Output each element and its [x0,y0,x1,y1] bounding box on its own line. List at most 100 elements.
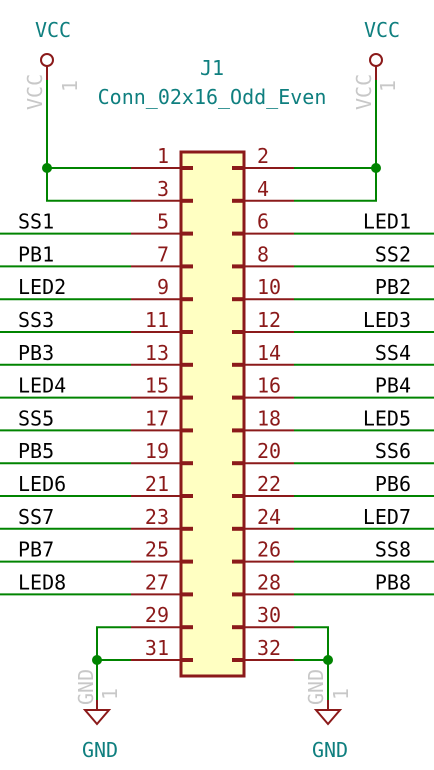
net-label-ss2[interactable]: SS2 [375,242,411,266]
connector-body-layer [179,150,246,678]
net-label-pb4[interactable]: PB4 [375,374,411,398]
net-label-led8[interactable]: LED8 [18,570,66,594]
pin-number-1: 1 [157,144,169,168]
pin-number-13: 13 [145,341,169,365]
wire-vcc-left[interactable] [46,80,131,202]
pin-stub-27 [181,592,193,597]
gnd-left-label: GND [82,738,118,762]
junction-vcc-right [371,163,381,173]
net-label-pb3[interactable]: PB3 [18,341,54,365]
net-label-pb7[interactable]: PB7 [18,538,54,562]
pin-number-9: 9 [157,275,169,299]
net-label-ss4[interactable]: SS4 [375,341,411,365]
junction-vcc-left [42,163,52,173]
vcc-right-circle [369,53,383,67]
net-label-ss1[interactable]: SS1 [18,210,54,234]
net-label-ss6[interactable]: SS6 [375,439,411,463]
vcc-right-symbol[interactable]: VCC VCC 1 [352,18,400,110]
gnd-left-pin: 1 [98,688,122,700]
net-label-led7[interactable]: LED7 [363,505,411,529]
pin-number-26: 26 [257,538,281,562]
net-label-pb2[interactable]: PB2 [375,275,411,299]
pin-number-12: 12 [257,308,281,332]
wires-layer [0,80,434,700]
pin-number-29: 29 [145,603,169,627]
net-label-ss5[interactable]: SS5 [18,406,54,430]
wire-gnd-right[interactable] [294,626,329,700]
net-label-led1[interactable]: LED1 [363,210,411,234]
pin-stub-7 [181,264,193,269]
pin-number-25: 25 [145,538,169,562]
pin-stub-32 [232,658,244,662]
vcc-left-circle [40,53,54,67]
wire-gnd-left[interactable] [96,626,131,700]
pin-number-27: 27 [145,570,169,594]
power-symbols-layer: VCC VCC 1 VCC VCC 1 GND GND 1 GND GND 1 [23,18,400,762]
pin-stub-26 [232,559,244,564]
pin-number-30: 30 [257,603,281,627]
pin-number-10: 10 [257,275,281,299]
connector-body[interactable] [179,150,246,678]
pin-stub-4 [232,198,244,203]
net-label-ss3[interactable]: SS3 [18,308,54,332]
pin-number-5: 5 [157,210,169,234]
gnd-right-triangle [313,709,343,726]
connector-value[interactable]: Conn_02x16_Odd_Even [98,85,327,109]
pin-number-11: 11 [145,308,169,332]
net-label-led6[interactable]: LED6 [18,472,66,496]
pin-stub-21 [181,494,193,498]
pin-stub-14 [232,362,244,367]
pin-number-6: 6 [257,210,269,234]
net-label-pb5[interactable]: PB5 [18,439,54,463]
pin-stub-5 [181,231,193,236]
gnd-right-ref: GND [304,669,328,705]
pin-number-22: 22 [257,472,281,496]
pin-stub-1 [181,166,193,170]
pin-stub-22 [232,494,244,498]
pin-stub-11 [181,330,193,334]
pin-number-3: 3 [157,177,169,201]
pin-number-16: 16 [257,374,281,398]
vcc-left-pin: 1 [58,80,82,92]
vcc-right-label: VCC [364,18,400,42]
pin-stub-16 [232,395,244,400]
net-label-led5[interactable]: LED5 [363,406,411,430]
net-label-pb1[interactable]: PB1 [18,242,54,266]
net-label-ss7[interactable]: SS7 [18,505,54,529]
pin-stub-12 [232,330,244,334]
pin-number-28: 28 [257,570,281,594]
net-label-led2[interactable]: LED2 [18,275,66,299]
gnd-right-symbol[interactable]: GND GND 1 [304,669,353,762]
pin-stub-10 [232,297,244,302]
wire-vcc-right[interactable] [294,80,377,202]
pin-stub-20 [232,461,244,466]
pin-number-31: 31 [145,636,169,660]
pin-stub-31 [181,658,193,662]
vcc-left-ref: VCC [23,74,47,110]
pin-stub-17 [181,428,193,433]
net-label-ss8[interactable]: SS8 [375,538,411,562]
net-label-pb8[interactable]: PB8 [375,570,411,594]
net-label-pb6[interactable]: PB6 [375,472,411,496]
connector-reference[interactable]: J1 [200,56,224,80]
pin-stub-19 [181,461,193,466]
vcc-left-symbol[interactable]: VCC VCC 1 [23,18,82,110]
net-label-led3[interactable]: LED3 [363,308,411,332]
pin-stub-2 [232,166,244,170]
pin-number-24: 24 [257,505,281,529]
net-label-led4[interactable]: LED4 [18,374,66,398]
pin-number-20: 20 [257,439,281,463]
connector-text-layer: J1 Conn_02x16_Odd_Even [98,56,327,109]
gnd-left-triangle [82,709,112,726]
vcc-right-pin: 1 [376,80,400,92]
pin-stub-24 [232,526,244,531]
pin-stub-29 [181,625,193,630]
gnd-left-symbol[interactable]: GND GND 1 [74,669,122,762]
pin-number-7: 7 [157,242,169,266]
pin-number-15: 15 [145,374,169,398]
vcc-left-label: VCC [35,18,71,42]
pin-stub-6 [232,231,244,236]
junction-gnd-left [92,655,102,665]
